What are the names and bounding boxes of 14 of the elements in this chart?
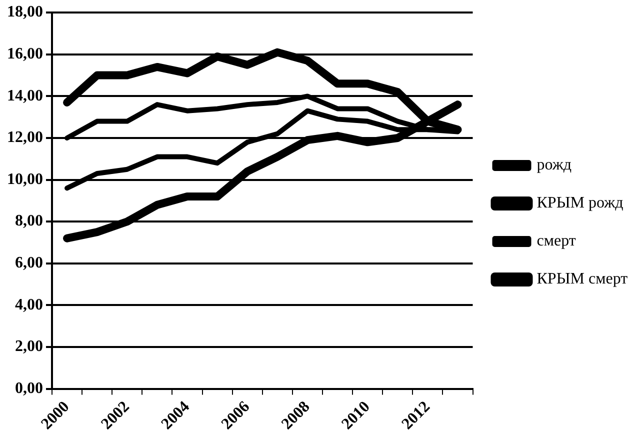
y-tick-label: 2,00 bbox=[15, 338, 43, 356]
y-tick-label: 14,00 bbox=[7, 87, 43, 104]
legend-label: рожд bbox=[536, 156, 572, 174]
y-tick-label: 4,00 bbox=[15, 296, 43, 314]
legend-label: КРЫМ смерт bbox=[536, 270, 628, 288]
y-tick-label: 10,00 bbox=[7, 170, 43, 188]
legend-label: КРЫМ рожд bbox=[536, 194, 624, 212]
y-tick-label: 8,00 bbox=[15, 212, 43, 230]
legend-label: смерт bbox=[536, 232, 576, 250]
y-tick-label: 0,00 bbox=[15, 380, 43, 397]
y-tick-label: 12,00 bbox=[7, 129, 43, 146]
y-tick-label: 18,00 bbox=[7, 4, 43, 21]
y-tick-label: 6,00 bbox=[15, 254, 43, 272]
y-tick-label: 16,00 bbox=[7, 46, 43, 63]
